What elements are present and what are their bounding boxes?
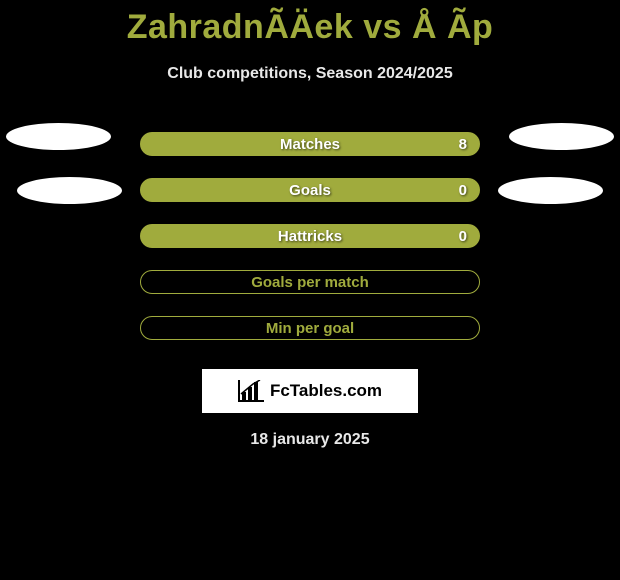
stat-bar-min-per-goal: Min per goal <box>140 316 480 340</box>
stat-bar-goals-per-match: Goals per match <box>140 270 480 294</box>
stat-row-matches: Matches 8 <box>0 121 620 167</box>
stat-row-goals: Goals 0 <box>0 167 620 213</box>
bar-chart-icon <box>238 380 264 402</box>
brand-logo-text: FcTables.com <box>270 381 382 401</box>
stat-label: Matches <box>280 136 340 153</box>
competition-subtitle: Club competitions, Season 2024/2025 <box>0 65 620 83</box>
stat-bar-matches: Matches 8 <box>140 132 480 156</box>
stats-container: Matches 8 Goals 0 Hattricks 0 Goals per … <box>0 121 620 351</box>
stat-bar-goals: Goals 0 <box>140 178 480 202</box>
stat-row-hattricks: Hattricks 0 <box>0 213 620 259</box>
stat-value: 0 <box>459 228 467 245</box>
stat-label: Goals per match <box>251 274 369 291</box>
stat-value: 8 <box>459 136 467 153</box>
snapshot-date: 18 january 2025 <box>0 431 620 449</box>
page-title: ZahradnÃÄek vs Å Ãp <box>0 0 620 47</box>
stat-label: Goals <box>289 182 331 199</box>
stat-row-min-per-goal: Min per goal <box>0 305 620 351</box>
stat-label: Hattricks <box>278 228 342 245</box>
stat-row-goals-per-match: Goals per match <box>0 259 620 305</box>
comparison-widget: ZahradnÃÄek vs Å Ãp Club competitions, S… <box>0 0 620 580</box>
stat-label: Min per goal <box>266 320 354 337</box>
brand-logo-box[interactable]: FcTables.com <box>202 369 418 413</box>
stat-value: 0 <box>459 182 467 199</box>
stat-bar-hattricks: Hattricks 0 <box>140 224 480 248</box>
